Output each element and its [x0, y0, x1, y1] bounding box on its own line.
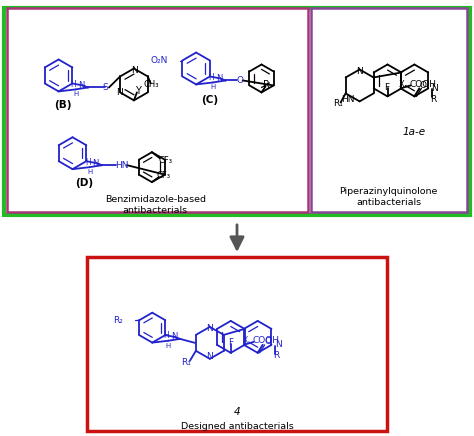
Text: H: H: [70, 80, 75, 89]
Text: Designed antibacterials: Designed antibacterials: [181, 422, 293, 431]
Text: R: R: [263, 80, 270, 90]
Text: H: H: [209, 73, 214, 82]
Text: H: H: [85, 158, 91, 167]
Text: N: N: [275, 341, 282, 349]
Text: Y: Y: [135, 86, 141, 96]
Text: R: R: [273, 351, 280, 360]
FancyBboxPatch shape: [7, 8, 308, 212]
Text: (C): (C): [201, 95, 219, 106]
Text: N: N: [116, 88, 122, 97]
Text: H: H: [164, 331, 169, 340]
Text: (D): (D): [75, 178, 93, 188]
Text: CF₃: CF₃: [159, 156, 173, 165]
Text: F: F: [384, 83, 389, 92]
Text: Piperazinylquinolone
antibacterials: Piperazinylquinolone antibacterials: [339, 187, 438, 207]
Text: N: N: [207, 324, 213, 334]
Text: O₂N: O₂N: [151, 56, 168, 65]
Text: S: S: [102, 83, 108, 92]
Text: N: N: [207, 352, 213, 361]
FancyBboxPatch shape: [4, 8, 470, 215]
Text: N: N: [132, 66, 138, 75]
Text: H: H: [210, 85, 216, 90]
Text: O: O: [236, 76, 243, 85]
Text: X: X: [399, 80, 405, 89]
Text: N: N: [78, 81, 85, 90]
Text: 4: 4: [234, 407, 240, 417]
Text: N: N: [356, 67, 363, 76]
Text: R₁: R₁: [181, 358, 191, 367]
Text: COOH: COOH: [252, 336, 279, 345]
Text: 1a-e: 1a-e: [403, 127, 426, 137]
Text: O: O: [420, 81, 427, 90]
FancyBboxPatch shape: [88, 257, 386, 431]
Text: N: N: [92, 159, 99, 168]
Text: N: N: [171, 333, 177, 341]
Text: N: N: [431, 84, 438, 93]
Text: H: H: [87, 169, 92, 175]
Text: R: R: [430, 95, 437, 104]
Text: R₁: R₁: [333, 99, 343, 108]
Text: CH₃: CH₃: [144, 80, 159, 89]
Text: HN: HN: [341, 95, 355, 104]
Text: Benzimidazole-based
antibacterials: Benzimidazole-based antibacterials: [105, 195, 206, 215]
FancyBboxPatch shape: [311, 8, 467, 212]
Text: N: N: [216, 74, 222, 83]
Text: HN: HN: [115, 161, 129, 170]
Text: R₂: R₂: [113, 316, 123, 325]
Text: O: O: [264, 337, 271, 346]
Text: CF₃: CF₃: [157, 170, 171, 180]
Text: COOH: COOH: [409, 80, 436, 89]
Text: X: X: [243, 336, 248, 345]
Text: H: H: [73, 92, 78, 97]
Text: H: H: [166, 343, 171, 349]
Text: (B): (B): [54, 100, 71, 110]
Text: F: F: [228, 338, 233, 347]
